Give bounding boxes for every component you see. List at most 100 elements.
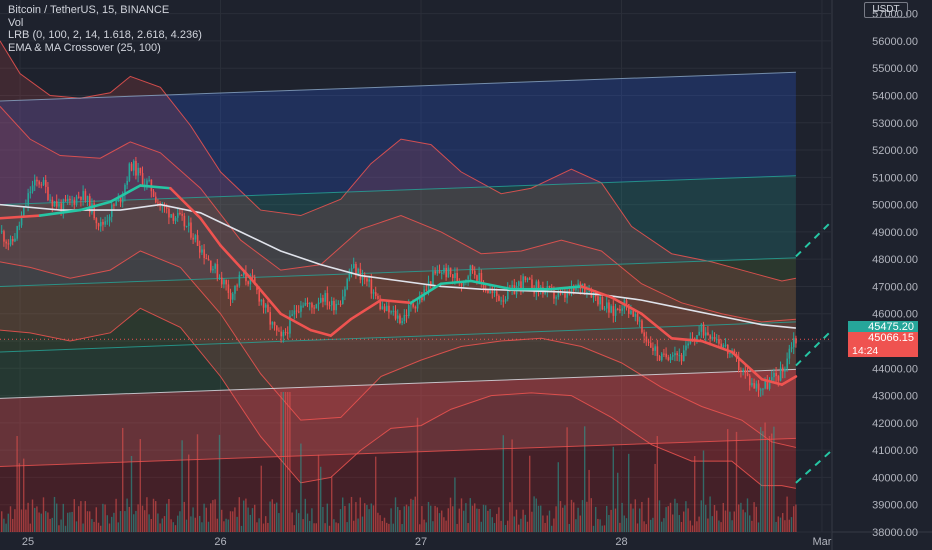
volume-bar [764, 422, 766, 532]
volume-bar [614, 508, 617, 532]
candle-body [764, 380, 766, 389]
ema-25-segment [409, 282, 443, 305]
volume-bar [634, 499, 636, 532]
candle-body [586, 291, 588, 293]
candle-body [709, 335, 711, 339]
candle-body [742, 369, 744, 372]
volume-bar [474, 503, 476, 532]
volume-bar [685, 501, 687, 532]
volume-bar [350, 496, 353, 532]
volume-bar [573, 502, 575, 532]
volume-bar [537, 505, 540, 532]
volume-bar [656, 436, 658, 532]
volume-bar [225, 518, 227, 532]
ema-25-segment [219, 244, 252, 280]
volume-bar [271, 499, 273, 532]
volume-bar [267, 522, 269, 532]
ema-25-segment [640, 312, 673, 340]
volume-bar [577, 507, 579, 532]
time-axis[interactable]: 25 26 27 28 Mar [22, 536, 832, 548]
candle-body [518, 281, 520, 286]
candle-body [476, 275, 478, 283]
candle-body [456, 273, 458, 282]
legend-title[interactable]: Bitcoin / TetherUS, 15, BINANCE [8, 4, 170, 16]
volume-bar [355, 502, 357, 532]
volume-bar [207, 521, 210, 532]
volume-bar [441, 510, 443, 532]
candle-body [412, 303, 414, 307]
legend-lrb[interactable]: LRB (0, 100, 2, 14, 1.618, 2.618, 4.236) [8, 29, 202, 41]
candle-body [533, 291, 535, 294]
volume-bar [410, 498, 412, 532]
candle-body [399, 315, 401, 324]
channel-line-upper_2 [0, 175, 796, 206]
volume-bar [557, 462, 559, 532]
candle-body [254, 277, 256, 285]
candle-body [9, 239, 12, 245]
candle-body [386, 305, 388, 311]
volume-bar [306, 513, 309, 532]
candle-body [278, 330, 280, 332]
outer-envelope-lower-line [0, 307, 797, 489]
ema-25-segment [550, 285, 583, 291]
volume-bar [194, 517, 196, 532]
volume-bar [344, 506, 346, 532]
candle-body [562, 292, 564, 294]
volume-bar [423, 519, 425, 532]
candle-body [711, 336, 714, 339]
candle-body [698, 331, 700, 336]
volume-bar [771, 433, 773, 532]
candle-body [190, 222, 192, 238]
legend-volume[interactable]: Vol [8, 16, 24, 29]
volume-bar [293, 525, 295, 532]
regression-channel-fills [0, 72, 796, 532]
volume-bar [735, 431, 738, 532]
candle-body [588, 291, 590, 293]
candle-body [608, 302, 610, 313]
candle-body [414, 306, 417, 309]
projection-lines [795, 220, 833, 484]
volume-bar [284, 392, 287, 532]
volume-bar [632, 508, 634, 532]
volume-bar [559, 501, 562, 532]
volume-bar [348, 503, 350, 532]
candle-body [243, 271, 245, 276]
volume-bar [421, 506, 423, 532]
volume-bar [133, 514, 135, 532]
candle-body [148, 179, 150, 181]
candle-body [49, 199, 51, 201]
volume-bar [304, 498, 306, 532]
candle-body [14, 238, 16, 242]
candle-body [97, 223, 100, 227]
candle-body [108, 216, 111, 221]
volume-bar [566, 427, 568, 532]
candle-body [122, 195, 124, 203]
volume-bar [711, 516, 713, 532]
candle-body [751, 383, 753, 386]
channel-line-upper_1 [0, 257, 796, 287]
ema-25-segment [580, 285, 613, 299]
candle-body [247, 281, 249, 285]
volume-bar [139, 439, 141, 532]
volume-bar [60, 519, 62, 532]
volume-bar [399, 510, 401, 532]
candle-body [293, 310, 296, 315]
candle-body [771, 377, 773, 381]
volume-bar [579, 515, 581, 532]
volume-bar [379, 515, 381, 532]
volume-bar [159, 523, 161, 532]
volume-bar [744, 512, 746, 532]
candle-body [82, 191, 84, 200]
candle-body [324, 293, 326, 302]
volume-bar [749, 515, 751, 532]
candle-body [537, 281, 540, 291]
legend-ema[interactable]: EMA & MA Crossover (25, 100) [8, 41, 161, 54]
volume-bar [590, 498, 592, 532]
candle-body [368, 279, 370, 282]
volume-bar [377, 512, 379, 532]
volume-bar [71, 511, 73, 532]
volume-bar [84, 501, 86, 532]
currency-label[interactable]: USDT [864, 2, 908, 18]
volume-bar [370, 503, 372, 532]
